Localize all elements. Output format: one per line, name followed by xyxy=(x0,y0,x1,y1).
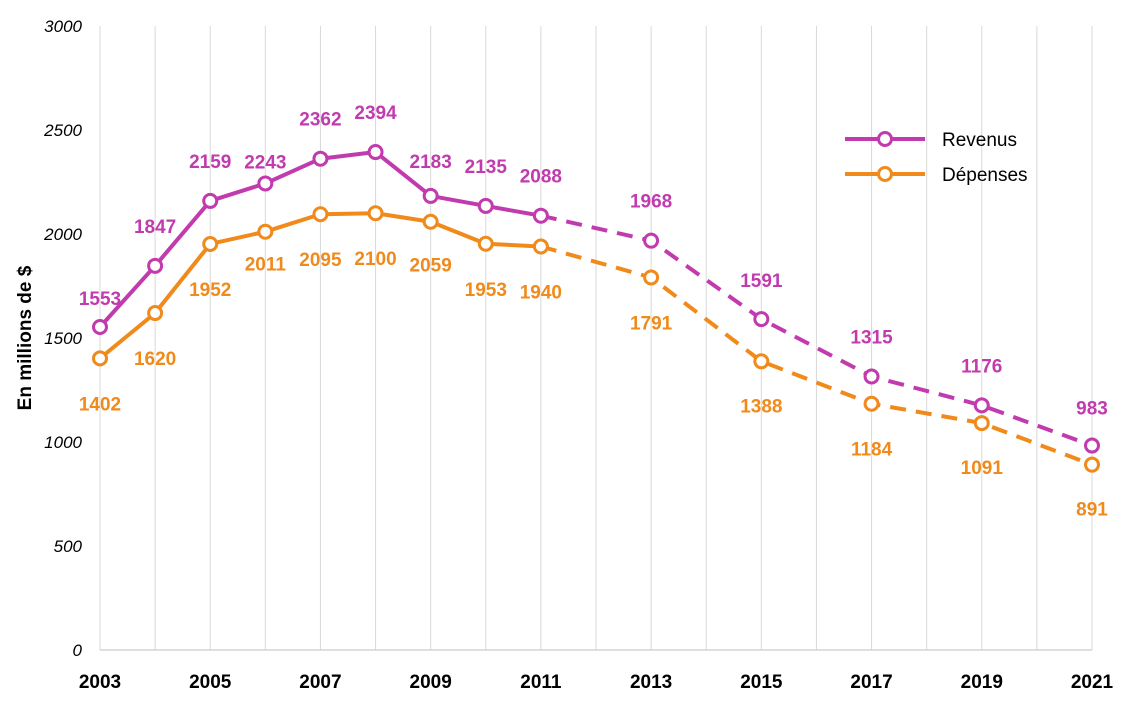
dpenses-point xyxy=(643,269,660,286)
y-tick-label: 1000 xyxy=(44,433,82,452)
revenus-data-label: 983 xyxy=(1076,399,1108,420)
legend-revenus-marker xyxy=(877,131,893,147)
dpenses-line-dashed xyxy=(540,244,1093,467)
y-tick-label: 1500 xyxy=(44,329,82,348)
dpenses-point xyxy=(753,353,770,370)
y-tick-label: 500 xyxy=(54,537,83,556)
y-tick-label: 3000 xyxy=(44,17,82,36)
revenus-point xyxy=(257,175,274,192)
dpenses-point xyxy=(422,213,439,230)
legend-dpenses-label: Dépenses xyxy=(942,165,1028,186)
revenus-point xyxy=(202,192,219,209)
revenus-point xyxy=(643,232,660,249)
revenus-point xyxy=(312,150,329,167)
legend: Revenus Dépenses xyxy=(845,130,1028,186)
dpenses-point xyxy=(367,205,384,222)
dpenses-point xyxy=(202,235,219,252)
axis-layer: 0 500 1000 1500 2000 2500 3000 2003 2005 2007 2009… xyxy=(43,17,1113,693)
revenus-point xyxy=(973,397,990,414)
revenus-data-label: 1553 xyxy=(79,289,121,310)
x-tick-label: 2013 xyxy=(630,672,672,693)
revenus-point xyxy=(422,187,439,204)
x-tick-label: 2015 xyxy=(740,672,783,693)
revenus-data-label: 1968 xyxy=(630,192,672,213)
dpenses-point xyxy=(532,238,549,255)
dpenses-point xyxy=(147,305,164,322)
x-tick-label: 2009 xyxy=(410,672,452,693)
dpenses-data-label: 2095 xyxy=(299,250,342,271)
revenus-data-label: 2243 xyxy=(244,152,286,173)
dpenses-data-label: 1388 xyxy=(740,396,782,417)
dpenses-data-label: 1952 xyxy=(189,280,231,301)
x-tick-label: 2019 xyxy=(961,672,1003,693)
revenus-point xyxy=(532,207,549,224)
dpenses-data-label: 1953 xyxy=(465,280,507,301)
revenus-data-label: 1176 xyxy=(961,356,1002,377)
legend-revenus-label: Revenus xyxy=(942,130,1017,151)
revenus-data-label: 2362 xyxy=(299,110,341,131)
dpenses-data-label: 2100 xyxy=(354,249,396,270)
dpenses-data-label: 1791 xyxy=(630,313,673,334)
dpenses-point xyxy=(92,350,108,367)
dpenses-data-label: 1091 xyxy=(961,458,1004,479)
dpenses-data-label: 2011 xyxy=(245,255,287,276)
revenus-data-label: 2135 xyxy=(465,157,508,178)
revenus-data-label: 1315 xyxy=(850,327,893,348)
revenus-point xyxy=(753,311,770,328)
revenus-data-label: 2088 xyxy=(520,167,562,188)
legend-dpenses-marker xyxy=(877,166,893,182)
x-tick-label: 2005 xyxy=(189,672,232,693)
dpenses-point xyxy=(312,206,329,223)
y-tick-label: 2500 xyxy=(43,121,82,140)
dpenses-data-label: 2059 xyxy=(410,256,452,277)
revenus-data-label: 2159 xyxy=(189,152,231,173)
revenus-point xyxy=(863,368,880,385)
revenus-point xyxy=(1084,437,1100,454)
revenus-data-label: 1847 xyxy=(134,217,176,238)
label-layer: 1553 1847 2159 2243 2362 2394 2183 2135 2088 1968… xyxy=(79,103,1108,521)
x-tick-label: 2021 xyxy=(1071,672,1114,693)
x-tick-label: 2007 xyxy=(299,672,341,693)
dpenses-data-label: 891 xyxy=(1076,500,1108,521)
revenus-point xyxy=(92,318,108,335)
dpenses-point xyxy=(973,415,990,432)
x-tick-label: 2003 xyxy=(79,672,121,693)
dpenses-data-label: 1402 xyxy=(79,394,121,415)
x-tick-label: 2017 xyxy=(850,672,892,693)
revenus-point xyxy=(147,257,164,274)
series-layer xyxy=(92,144,1100,473)
revenus-data-label: 1591 xyxy=(740,271,783,292)
y-tick-label: 0 xyxy=(73,641,83,660)
dpenses-point xyxy=(257,223,274,240)
dpenses-data-label: 1940 xyxy=(520,282,562,303)
dpenses-data-label: 1620 xyxy=(134,349,176,370)
revenus-point xyxy=(367,144,384,161)
dpenses-data-label: 1184 xyxy=(851,440,893,461)
y-tick-label: 2000 xyxy=(43,225,82,244)
revenus-line-dashed xyxy=(540,213,1093,448)
revenus-point xyxy=(477,197,494,214)
x-tick-label: 2011 xyxy=(520,672,562,693)
grid-layer xyxy=(99,26,1093,650)
dpenses-point xyxy=(477,235,494,252)
revenus-data-label: 2183 xyxy=(410,152,452,173)
dpenses-point xyxy=(1084,456,1100,473)
y-axis-title: En millions de $ xyxy=(15,265,36,410)
dpenses-point xyxy=(863,395,880,412)
revenus-data-label: 2394 xyxy=(354,103,397,124)
